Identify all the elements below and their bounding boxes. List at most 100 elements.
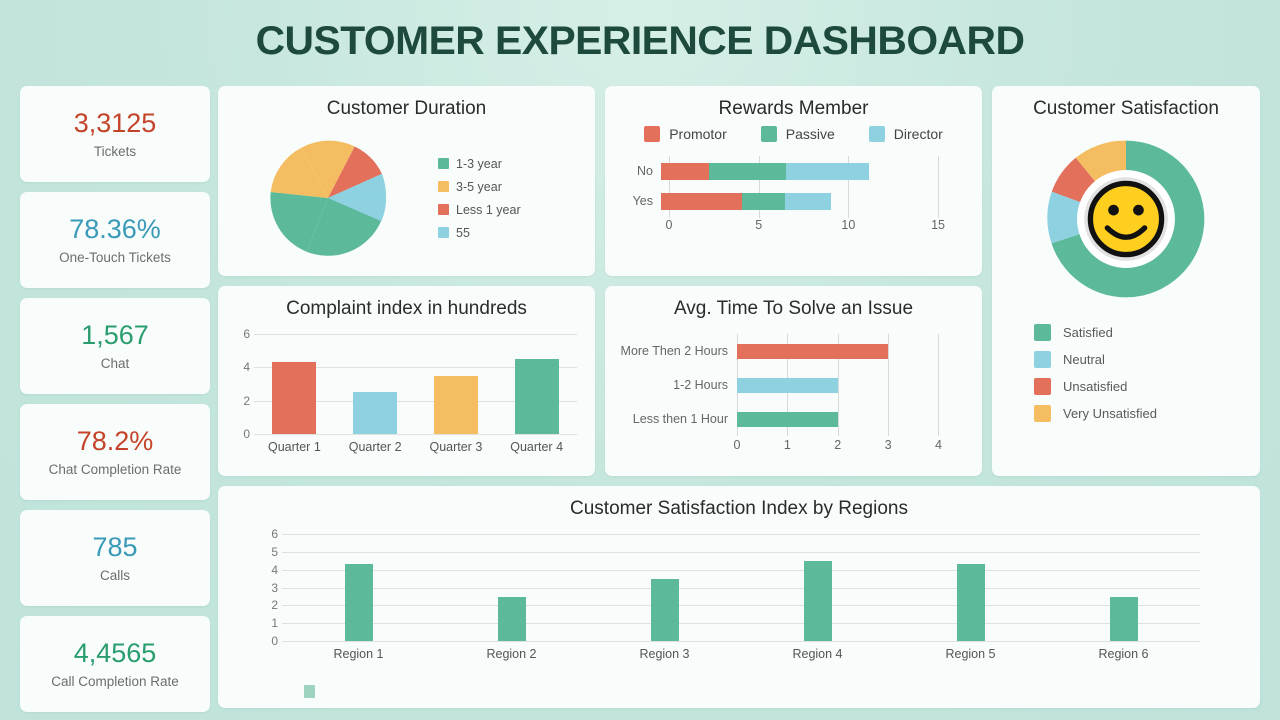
legend-item[interactable]: Director [868,126,943,142]
gridline [282,641,1200,642]
kpi-label: Chat [100,356,130,372]
chart-title: Avg. Time To Solve an Issue [673,298,914,319]
x-tick-label: Region 4 [792,647,843,661]
gridline [254,367,577,369]
kpi-column: 3,3125 Tickets 78.36% One-Touch Tickets … [20,86,210,712]
bar-track [661,162,956,180]
y-tick-label: 6 [243,327,250,341]
regions-card[interactable]: Customer Satisfaction Index by Regions 6… [218,486,1260,708]
legend-label: Neutral [1063,352,1105,367]
bar[interactable] [737,343,889,359]
kpi-card-calls[interactable]: 785 Calls [20,510,210,606]
bar-segment-promotor[interactable] [661,192,743,210]
legend-item[interactable]: Neutral [1034,351,1260,368]
smiley-right-eye-icon [1133,204,1144,216]
pie-holder [218,140,438,256]
x-tick-label: Region 5 [945,647,996,661]
customer-satisfaction-donut [1047,140,1205,298]
legend-swatch-icon [438,181,449,192]
customer-duration-card[interactable]: Customer Duration [218,86,595,276]
kpi-card-call-completion-rate[interactable]: 4,4565 Call Completion Rate [20,616,210,712]
y-tick-label: 0 [243,427,250,441]
x-tick-label: 1 [783,438,791,452]
regions-legend[interactable] [304,685,315,698]
legend-item[interactable]: Promotor [644,126,727,142]
category-label: Less then 1 Hour [632,412,728,426]
x-tick-label: Region 6 [1098,647,1149,661]
y-tick-label: 4 [271,562,278,577]
pie-legend: 1-3 year 3-5 year Less 1 year [438,157,521,240]
kpi-card-one-touch-tickets[interactable]: 78.36% One-Touch Tickets [20,192,210,288]
bar[interactable] [803,560,832,641]
legend-item[interactable]: Passive [760,126,835,142]
y-tick-label: 4 [243,360,250,375]
legend-swatch-icon [1034,378,1051,395]
chart-title: Customer Satisfaction [1033,98,1219,119]
middle-chart-stack: Rewards Member Promotor Passive Direc [605,86,982,476]
category-label: No [637,164,653,178]
x-tick-label: Quarter 1 [267,440,321,454]
category-label: Yes [632,194,653,208]
kpi-card-chat-completion-rate[interactable]: 78.2% Chat Completion Rate [20,404,210,500]
legend-item[interactable]: 3-5 year [438,180,521,194]
legend-item[interactable]: Very Unsatisfied [1034,405,1260,422]
x-axis: 0 5 10 15 [666,216,956,236]
x-tick-label: Region 3 [639,647,690,661]
bar-segment-director[interactable] [786,162,870,180]
bar[interactable] [272,362,317,434]
x-tick-label: 0 [733,438,741,452]
bar[interactable] [344,564,373,641]
legend-item[interactable]: Less 1 year [438,203,521,217]
x-axis-labels: Quarter 1 Quarter 2 Quarter 3 Quarter 4 [254,440,577,454]
chart-title: Customer Satisfaction Index by Regions [570,498,908,519]
legend-item[interactable]: Unsatisfied [1034,378,1260,395]
bar[interactable] [1109,596,1138,641]
kpi-label: Chat Completion Rate [48,462,182,478]
gridline [282,605,1200,607]
bar[interactable] [737,411,838,427]
gridline [254,400,577,402]
customer-satisfaction-card[interactable]: Customer Satisfaction [992,86,1260,476]
legend-item[interactable]: Satisfied [1034,324,1260,341]
rewards-legend: Promotor Passive Director [605,126,982,142]
bar[interactable] [514,359,559,434]
bar[interactable] [353,392,398,434]
legend-item[interactable]: 1-3 year [438,157,521,171]
kpi-value: 3,3125 [73,107,157,138]
gridline [282,587,1200,589]
bar-track [737,334,956,368]
legend-item[interactable]: 55 [438,226,521,240]
kpi-card-chat[interactable]: 1,567 Chat [20,298,210,394]
y-tick-label: 1 [271,616,278,631]
bar[interactable] [956,564,985,641]
rewards-member-card[interactable]: Rewards Member Promotor Passive Direc [605,86,982,276]
legend-swatch-icon [438,158,449,169]
bar-segment-director[interactable] [784,192,831,210]
bar[interactable] [650,578,679,641]
legend-swatch-icon [438,204,449,215]
x-axis: 0 1 2 3 4 [733,436,956,456]
bar-segment-passive[interactable] [742,192,785,210]
legend-swatch-icon [1034,324,1051,341]
legend-label: Very Unsatisfied [1063,406,1157,421]
kpi-label: Calls [99,568,130,584]
legend-swatch-icon [644,126,661,142]
complaint-index-card[interactable]: Complaint index in hundreds 6 4 2 0 [218,286,595,476]
bar[interactable] [737,377,838,393]
bar[interactable] [433,375,478,434]
kpi-label: One-Touch Tickets [59,250,171,266]
bar-segment-passive[interactable] [708,162,787,180]
x-tick-label: 2 [834,438,842,452]
bar-segment-promotor[interactable] [661,162,709,180]
avg-time-to-solve-card[interactable]: Avg. Time To Solve an Issue More Then 2 … [605,286,982,476]
customer-duration-pie [270,140,386,256]
kpi-label: Tickets [93,144,137,160]
legend-label: 1-3 year [456,156,502,171]
bar[interactable] [497,596,526,641]
category-label: 1-2 Hours [673,378,728,392]
category-label: More Then 2 Hours [620,344,728,358]
kpi-card-tickets[interactable]: 3,3125 Tickets [20,86,210,182]
legend-label: Director [893,126,943,142]
gridline [282,534,1200,535]
legend-label: Satisfied [1063,325,1113,340]
